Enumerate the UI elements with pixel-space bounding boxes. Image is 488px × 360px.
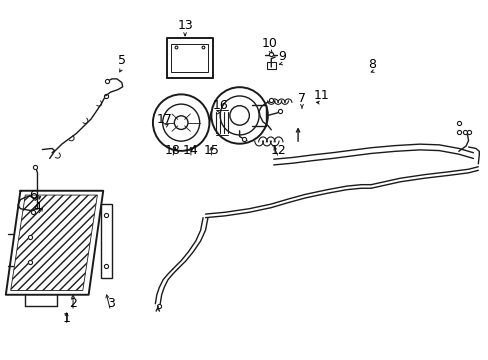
Text: 5: 5 bbox=[118, 54, 125, 67]
Bar bbox=[101, 204, 111, 278]
Circle shape bbox=[163, 104, 199, 141]
Bar bbox=[171, 44, 207, 72]
Circle shape bbox=[229, 106, 249, 125]
Text: 6: 6 bbox=[29, 189, 37, 202]
Text: 13: 13 bbox=[177, 19, 193, 32]
Text: 10: 10 bbox=[262, 36, 277, 50]
Text: 11: 11 bbox=[313, 89, 328, 102]
Text: 18: 18 bbox=[164, 144, 180, 157]
Text: 3: 3 bbox=[106, 297, 114, 310]
Circle shape bbox=[153, 94, 209, 151]
Circle shape bbox=[220, 96, 259, 135]
Text: 15: 15 bbox=[203, 144, 219, 157]
Text: 7: 7 bbox=[297, 92, 305, 105]
Text: 17: 17 bbox=[157, 113, 173, 126]
Text: 12: 12 bbox=[270, 144, 286, 157]
Bar bbox=[267, 62, 276, 69]
Text: 1: 1 bbox=[62, 311, 70, 325]
Text: 14: 14 bbox=[183, 144, 199, 157]
Circle shape bbox=[174, 116, 187, 130]
Text: 8: 8 bbox=[367, 58, 375, 71]
Text: 16: 16 bbox=[212, 99, 227, 112]
Text: 2: 2 bbox=[69, 297, 77, 310]
Circle shape bbox=[211, 87, 267, 144]
Text: 4: 4 bbox=[34, 202, 41, 215]
Text: 9: 9 bbox=[278, 50, 286, 63]
